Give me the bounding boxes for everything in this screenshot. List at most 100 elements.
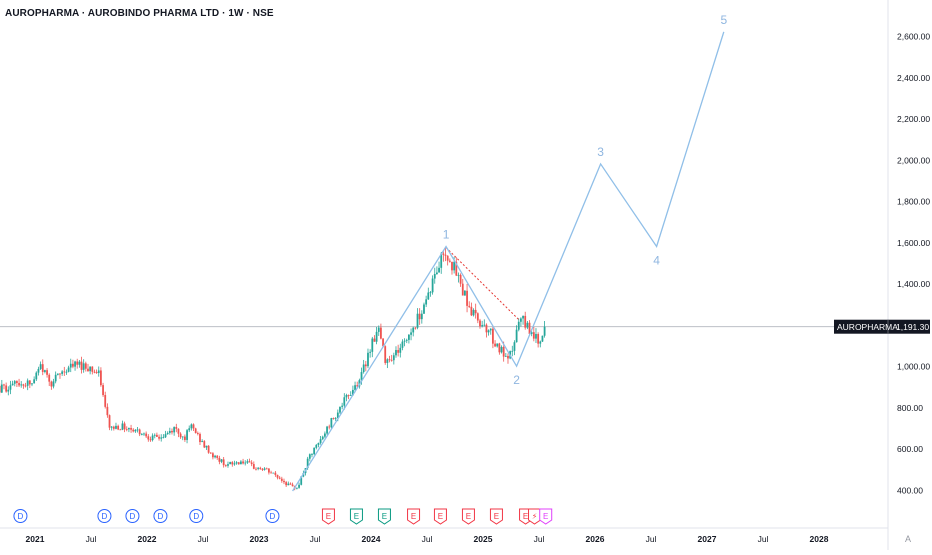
dividend-marker[interactable]: D	[13, 509, 28, 523]
candle-up	[405, 339, 408, 341]
candle-up	[115, 425, 117, 429]
candle-down	[177, 428, 180, 434]
event-label: E	[543, 512, 548, 521]
candle-up	[330, 418, 333, 428]
candle-down	[130, 427, 132, 430]
candle-down	[382, 338, 384, 347]
candle-up	[358, 380, 361, 387]
y-tick-label: 2,600.00	[897, 32, 930, 42]
candle-down	[48, 374, 51, 382]
candle-up	[375, 331, 378, 342]
candle-down	[194, 428, 197, 434]
dividend-badge	[13, 509, 28, 523]
candle-up	[436, 272, 438, 275]
candle-down	[203, 441, 206, 448]
candle-down	[179, 433, 182, 438]
candle-up	[395, 350, 397, 356]
earnings-marker[interactable]: E	[321, 508, 335, 525]
candle-up	[410, 332, 412, 335]
candle-up	[35, 372, 38, 380]
event-label: E	[411, 512, 416, 521]
event-marker-layer[interactable]: DDDDDDDEEEEEEEE⚡E	[0, 508, 553, 525]
candle-up	[392, 355, 395, 361]
candle-up	[39, 364, 42, 369]
candle-down	[119, 429, 122, 431]
x-tick-label: 2022	[138, 534, 157, 544]
event-label: E	[438, 512, 443, 521]
candle-up	[343, 397, 346, 406]
candle-down	[207, 445, 210, 453]
dividend-marker[interactable]: D	[265, 509, 280, 523]
earnings-marker[interactable]: E	[433, 508, 447, 525]
y-tick-label: 2,400.00	[897, 73, 930, 83]
earnings-marker[interactable]: E	[349, 508, 363, 525]
candle-down	[149, 439, 152, 441]
candle-down	[138, 429, 141, 435]
candle-down	[5, 385, 8, 392]
candle-down	[84, 363, 87, 369]
x-tick-label: 2026	[586, 534, 605, 544]
candle-down	[175, 427, 178, 429]
resistance-trendline[interactable]	[445, 247, 521, 322]
candle-up	[0, 384, 3, 393]
candle-down	[91, 366, 94, 372]
candle-down	[212, 453, 214, 458]
candle-up	[526, 322, 529, 328]
candle-down	[476, 313, 479, 321]
elliott-wave-path[interactable]	[292, 31, 725, 492]
dividend-marker[interactable]: D	[97, 509, 112, 523]
earnings-marker[interactable]: E	[407, 508, 421, 525]
candle-down	[468, 305, 471, 307]
candle-up	[151, 435, 154, 441]
candle-up	[427, 292, 430, 300]
candle-up	[54, 374, 57, 382]
candle-down	[132, 429, 135, 432]
event-label: ⚡	[532, 512, 538, 521]
candle-up	[496, 343, 499, 347]
candle-up	[220, 459, 223, 462]
candle-down	[494, 343, 496, 347]
candle-down	[444, 254, 447, 256]
candle-up	[522, 315, 524, 319]
candle-up	[121, 423, 124, 430]
candle-down	[380, 327, 382, 339]
candle-down	[347, 394, 350, 396]
candle-down	[50, 381, 53, 387]
candle-down	[291, 484, 294, 487]
dividend-marker[interactable]: D	[153, 509, 168, 523]
earnings-marker[interactable]: E	[489, 508, 503, 525]
earnings-marker[interactable]: E	[461, 508, 475, 525]
earnings-marker[interactable]: ⚡	[528, 508, 542, 525]
candle-down	[41, 364, 44, 372]
candle-up	[153, 434, 156, 436]
candle-up	[541, 335, 544, 342]
earnings-badge	[377, 508, 391, 525]
event-label: D	[270, 512, 276, 521]
candle-up	[214, 455, 216, 458]
dividend-marker[interactable]: D	[125, 509, 140, 523]
candle-down	[192, 424, 195, 429]
candle-up	[61, 371, 64, 374]
earnings-marker[interactable]: E	[539, 508, 553, 525]
earnings-marker[interactable]: E	[377, 508, 391, 525]
event-label: E	[326, 512, 331, 521]
candle-down	[95, 372, 98, 374]
candle-down	[373, 338, 376, 342]
candle-up	[543, 326, 546, 336]
candle-down	[171, 430, 173, 433]
candle-up	[354, 385, 356, 390]
candle-down	[265, 468, 268, 470]
candle-up	[67, 367, 70, 372]
elliott-wave-layer[interactable]: 1 2 3 4 5	[292, 13, 728, 492]
earnings-badge	[528, 508, 542, 525]
candle-down	[199, 433, 201, 443]
candle-up	[515, 329, 518, 343]
candle-down	[285, 482, 288, 486]
dividend-marker[interactable]: D	[189, 509, 204, 523]
candle-up	[244, 462, 247, 464]
candle-up	[33, 379, 36, 384]
candle-down	[0, 385, 1, 393]
tradingview-logo[interactable]: A	[905, 534, 912, 544]
